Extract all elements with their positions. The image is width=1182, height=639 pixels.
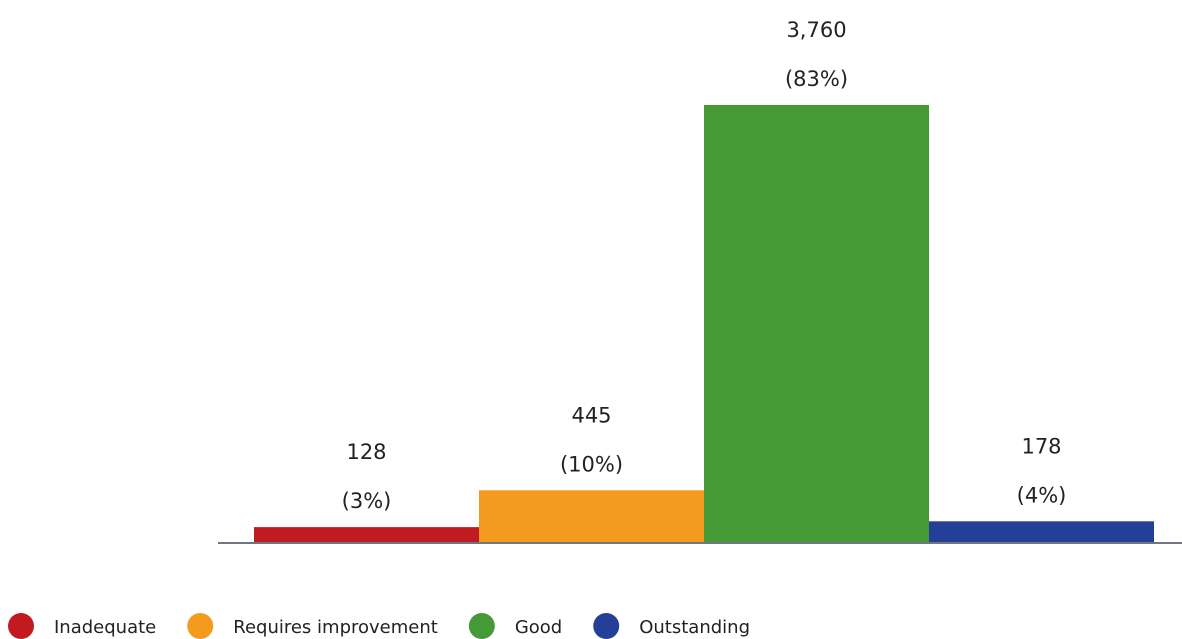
percentage-label: (83%) [785,67,848,91]
percentage-label: (3%) [342,489,392,513]
legend-label: Requires improvement [233,617,438,638]
bar [929,521,1154,542]
legend-label: Good [515,617,562,638]
legend-label: Outstanding [639,617,750,638]
bar [704,105,929,542]
percentage-label: (4%) [1017,483,1067,507]
legend-swatch [468,613,495,639]
percentage-label: (10%) [560,452,623,476]
value-label: 128 [346,440,386,464]
value-label: 178 [1021,434,1061,458]
legend-swatch [8,613,34,639]
legend-swatch [593,613,620,639]
bar [479,490,704,542]
value-label: 3,760 [786,18,846,42]
legend-label: Inadequate [54,617,156,638]
bar [254,527,479,542]
legend-swatch [187,613,214,639]
value-label: 445 [571,403,611,427]
